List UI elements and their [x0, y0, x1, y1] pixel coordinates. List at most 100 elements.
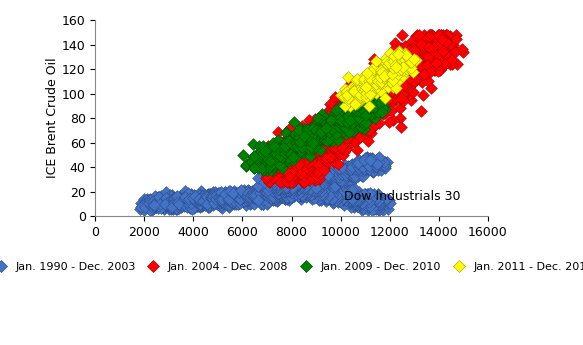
Jan. 1990 - Dec. 2003: [204, 195, 213, 200]
Jan. 2004 - Dec. 2008: [329, 138, 339, 144]
Jan. 1990 - Dec. 2003: [292, 186, 301, 192]
Jan. 1990 - Dec. 2003: [325, 175, 335, 180]
Jan. 1990 - Dec. 2003: [157, 197, 166, 202]
Jan. 1990 - Dec. 2003: [326, 172, 335, 177]
Jan. 2004 - Dec. 2008: [383, 91, 392, 97]
Jan. 2004 - Dec. 2008: [366, 77, 375, 83]
Jan. 1990 - Dec. 2003: [271, 177, 280, 183]
Jan. 2004 - Dec. 2008: [408, 70, 417, 76]
Jan. 2004 - Dec. 2008: [426, 37, 435, 42]
Jan. 1990 - Dec. 2003: [305, 186, 314, 191]
Jan. 1990 - Dec. 2003: [353, 168, 363, 173]
Jan. 1990 - Dec. 2003: [354, 162, 363, 168]
Jan. 2004 - Dec. 2008: [419, 65, 428, 71]
Jan. 1990 - Dec. 2003: [363, 162, 372, 167]
Jan. 2004 - Dec. 2008: [396, 76, 405, 81]
Jan. 1990 - Dec. 2003: [254, 191, 264, 197]
Jan. 1990 - Dec. 2003: [301, 186, 311, 192]
Jan. 2011 - Dec. 2011: [391, 56, 401, 61]
Jan. 1990 - Dec. 2003: [320, 196, 329, 201]
Jan. 1990 - Dec. 2003: [207, 196, 216, 202]
Jan. 2004 - Dec. 2008: [276, 145, 285, 150]
Jan. 2011 - Dec. 2011: [395, 62, 404, 68]
Jan. 2004 - Dec. 2008: [333, 119, 343, 124]
Jan. 1990 - Dec. 2003: [335, 195, 345, 200]
Jan. 1990 - Dec. 2003: [348, 168, 357, 174]
Jan. 1990 - Dec. 2003: [207, 195, 216, 200]
Jan. 1990 - Dec. 2003: [146, 200, 156, 206]
Jan. 2004 - Dec. 2008: [363, 128, 373, 134]
Jan. 1990 - Dec. 2003: [294, 179, 303, 185]
Jan. 1990 - Dec. 2003: [321, 183, 330, 188]
Jan. 1990 - Dec. 2003: [303, 179, 312, 184]
Jan. 1990 - Dec. 2003: [322, 175, 331, 180]
Jan. 1990 - Dec. 2003: [298, 178, 308, 184]
Jan. 1990 - Dec. 2003: [301, 185, 311, 190]
Jan. 1990 - Dec. 2003: [214, 197, 223, 203]
Jan. 2004 - Dec. 2008: [306, 132, 315, 138]
Jan. 1990 - Dec. 2003: [301, 185, 311, 191]
Jan. 1990 - Dec. 2003: [213, 191, 222, 197]
Jan. 1990 - Dec. 2003: [183, 198, 192, 203]
Jan. 1990 - Dec. 2003: [234, 189, 244, 194]
Jan. 2004 - Dec. 2008: [295, 134, 304, 139]
Jan. 1990 - Dec. 2003: [163, 201, 172, 206]
Jan. 1990 - Dec. 2003: [367, 195, 377, 200]
Jan. 1990 - Dec. 2003: [374, 202, 384, 207]
Jan. 1990 - Dec. 2003: [341, 167, 350, 172]
Jan. 1990 - Dec. 2003: [217, 199, 227, 205]
Jan. 1990 - Dec. 2003: [189, 199, 198, 205]
Jan. 1990 - Dec. 2003: [223, 192, 233, 198]
Jan. 1990 - Dec. 2003: [360, 164, 370, 169]
Jan. 1990 - Dec. 2003: [245, 194, 254, 200]
Jan. 1990 - Dec. 2003: [311, 186, 320, 192]
Jan. 1990 - Dec. 2003: [173, 206, 182, 211]
Jan. 2004 - Dec. 2008: [402, 59, 412, 64]
Jan. 2009 - Dec. 2010: [319, 136, 328, 142]
Jan. 2009 - Dec. 2010: [307, 142, 316, 147]
Jan. 1990 - Dec. 2003: [278, 179, 287, 184]
Jan. 1990 - Dec. 2003: [342, 199, 351, 204]
Jan. 1990 - Dec. 2003: [269, 195, 278, 200]
Jan. 1990 - Dec. 2003: [276, 176, 285, 182]
Jan. 2004 - Dec. 2008: [369, 76, 378, 82]
Jan. 1990 - Dec. 2003: [218, 191, 227, 197]
Jan. 2009 - Dec. 2010: [360, 98, 370, 104]
Jan. 1990 - Dec. 2003: [371, 200, 381, 206]
Jan. 1990 - Dec. 2003: [250, 189, 259, 195]
Jan. 2004 - Dec. 2008: [409, 51, 419, 57]
Jan. 1990 - Dec. 2003: [287, 186, 297, 191]
Jan. 1990 - Dec. 2003: [296, 186, 305, 191]
Jan. 2004 - Dec. 2008: [374, 70, 383, 76]
Jan. 1990 - Dec. 2003: [203, 200, 212, 206]
Jan. 1990 - Dec. 2003: [273, 177, 282, 183]
Jan. 2004 - Dec. 2008: [420, 43, 429, 49]
Jan. 1990 - Dec. 2003: [235, 196, 244, 201]
Jan. 2009 - Dec. 2010: [352, 108, 361, 113]
Jan. 2004 - Dec. 2008: [299, 159, 308, 164]
Jan. 2009 - Dec. 2010: [298, 150, 308, 156]
Jan. 1990 - Dec. 2003: [329, 185, 339, 190]
Jan. 1990 - Dec. 2003: [350, 175, 359, 180]
Jan. 2004 - Dec. 2008: [332, 121, 342, 127]
Jan. 2004 - Dec. 2008: [340, 105, 349, 110]
Jan. 2004 - Dec. 2008: [334, 117, 343, 122]
Jan. 1990 - Dec. 2003: [243, 189, 252, 194]
Jan. 1990 - Dec. 2003: [273, 190, 283, 196]
Jan. 1990 - Dec. 2003: [350, 197, 360, 203]
Jan. 1990 - Dec. 2003: [315, 187, 325, 192]
Jan. 1990 - Dec. 2003: [222, 200, 231, 206]
Jan. 1990 - Dec. 2003: [331, 189, 340, 194]
Jan. 2011 - Dec. 2011: [403, 55, 412, 61]
Jan. 1990 - Dec. 2003: [165, 200, 174, 206]
Jan. 1990 - Dec. 2003: [160, 196, 170, 202]
Jan. 1990 - Dec. 2003: [374, 157, 383, 163]
Jan. 1990 - Dec. 2003: [176, 204, 185, 210]
Jan. 2004 - Dec. 2008: [305, 151, 315, 156]
Jan. 2004 - Dec. 2008: [424, 34, 434, 40]
Jan. 1990 - Dec. 2003: [175, 204, 184, 209]
Jan. 1990 - Dec. 2003: [360, 157, 369, 162]
Jan. 2004 - Dec. 2008: [367, 109, 377, 115]
Jan. 1990 - Dec. 2003: [285, 189, 294, 195]
Jan. 1990 - Dec. 2003: [307, 189, 316, 195]
